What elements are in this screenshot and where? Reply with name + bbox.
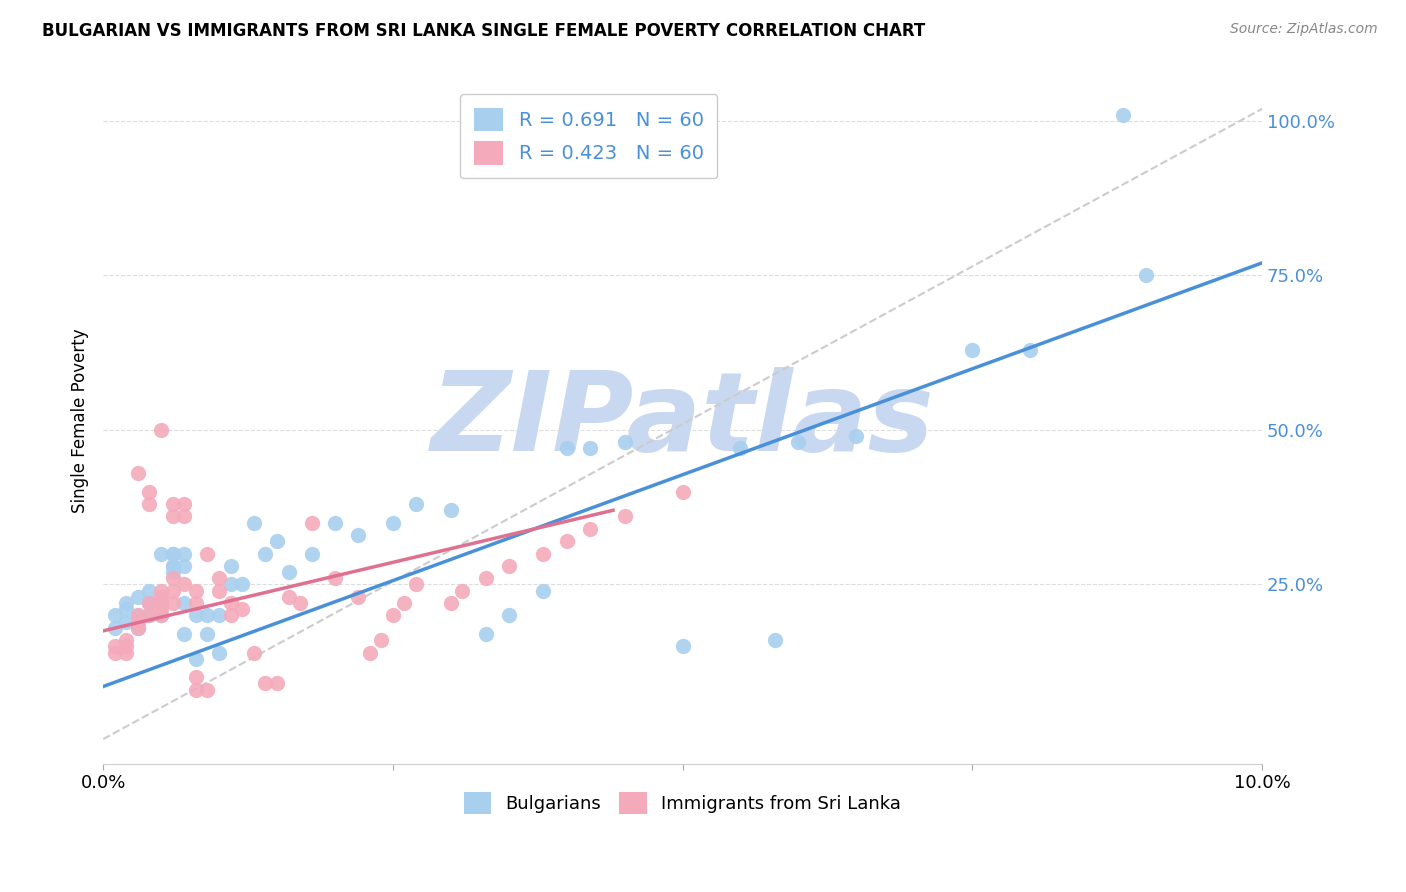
Text: ZIPatlas: ZIPatlas: [430, 368, 935, 475]
Text: BULGARIAN VS IMMIGRANTS FROM SRI LANKA SINGLE FEMALE POVERTY CORRELATION CHART: BULGARIAN VS IMMIGRANTS FROM SRI LANKA S…: [42, 22, 925, 40]
Legend: Bulgarians, Immigrants from Sri Lanka: Bulgarians, Immigrants from Sri Lanka: [456, 783, 910, 823]
Text: Source: ZipAtlas.com: Source: ZipAtlas.com: [1230, 22, 1378, 37]
Y-axis label: Single Female Poverty: Single Female Poverty: [72, 328, 89, 513]
